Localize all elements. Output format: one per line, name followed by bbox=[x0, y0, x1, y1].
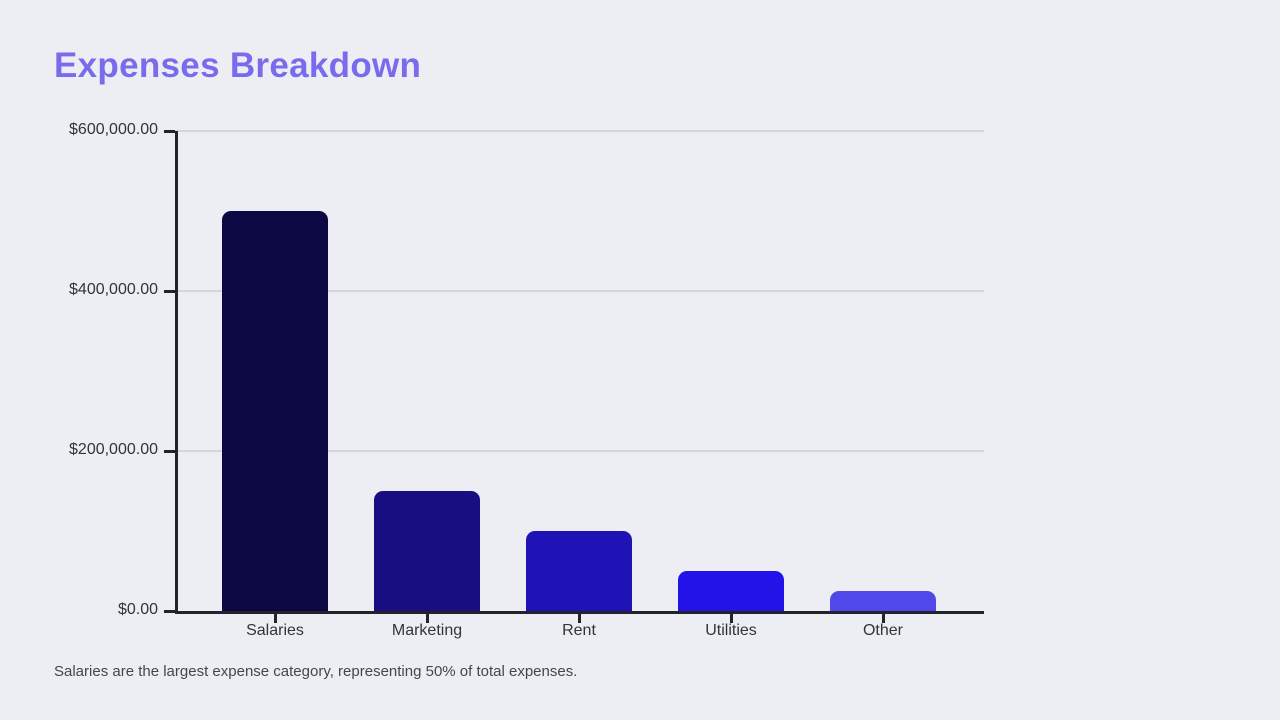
x-tick-label: Marketing bbox=[391, 622, 463, 639]
x-tick-mark bbox=[881, 614, 885, 623]
y-tick-label: $0.00 bbox=[117, 601, 158, 618]
gridline bbox=[175, 450, 984, 452]
x-tick-label: Utilities bbox=[705, 622, 757, 639]
x-tick-mark bbox=[729, 614, 733, 623]
x-tick-label: Rent bbox=[562, 622, 596, 639]
y-tick-mark bbox=[164, 130, 175, 133]
x-tick-mark bbox=[425, 614, 429, 623]
y-tick-mark bbox=[164, 450, 175, 453]
y-tick-mark bbox=[164, 610, 175, 613]
bar-salaries bbox=[222, 211, 328, 611]
bar-utilities bbox=[678, 571, 784, 611]
y-tick-label: $400,000.00 bbox=[69, 281, 158, 298]
bar-rent bbox=[526, 531, 632, 611]
y-tick-label: $600,000.00 bbox=[69, 121, 158, 138]
x-axis-line bbox=[175, 611, 984, 614]
x-tick-mark bbox=[273, 614, 277, 623]
bar-marketing bbox=[374, 491, 480, 611]
chart-footnote: Salaries are the largest expense categor… bbox=[54, 663, 578, 680]
bar-other bbox=[830, 591, 936, 611]
chart-title: Expenses Breakdown bbox=[54, 46, 422, 85]
x-tick-label: Salaries bbox=[246, 622, 304, 639]
x-tick-mark bbox=[577, 614, 581, 623]
gridline bbox=[175, 290, 984, 292]
gridline bbox=[175, 130, 984, 132]
y-axis-line bbox=[175, 131, 178, 614]
y-tick-mark bbox=[164, 290, 175, 293]
y-tick-label: $200,000.00 bbox=[69, 441, 158, 458]
x-tick-label: Other bbox=[862, 622, 903, 639]
